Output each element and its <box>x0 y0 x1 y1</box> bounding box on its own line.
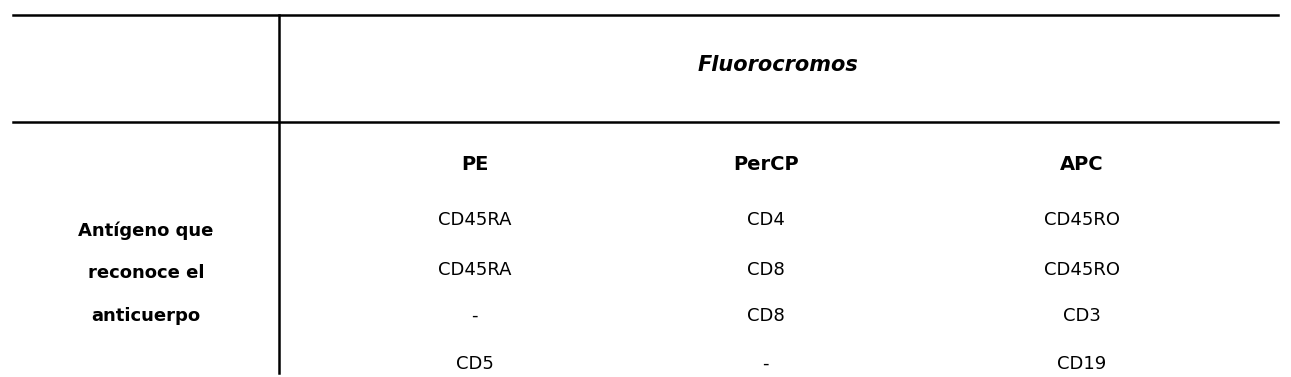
Text: CD8: CD8 <box>746 307 785 325</box>
Text: CD45RA: CD45RA <box>438 211 511 229</box>
Text: PE: PE <box>461 155 488 174</box>
Text: Antígeno que: Antígeno que <box>77 222 213 240</box>
Text: CD19: CD19 <box>1057 355 1106 373</box>
Text: CD45RO: CD45RO <box>1044 261 1121 279</box>
Text: CD45RA: CD45RA <box>438 261 511 279</box>
Text: -: - <box>763 355 769 373</box>
Text: APC: APC <box>1060 155 1104 174</box>
Text: Fluorocromos: Fluorocromos <box>698 55 859 75</box>
Text: CD45RO: CD45RO <box>1044 211 1121 229</box>
Text: anticuerpo: anticuerpo <box>92 307 200 325</box>
Text: -: - <box>471 307 478 325</box>
Text: reconoce el: reconoce el <box>88 265 204 282</box>
Text: CD3: CD3 <box>1062 307 1101 325</box>
Text: CD8: CD8 <box>746 261 785 279</box>
Text: CD5: CD5 <box>456 355 493 373</box>
Text: PerCP: PerCP <box>733 155 799 174</box>
Text: CD4: CD4 <box>746 211 785 229</box>
